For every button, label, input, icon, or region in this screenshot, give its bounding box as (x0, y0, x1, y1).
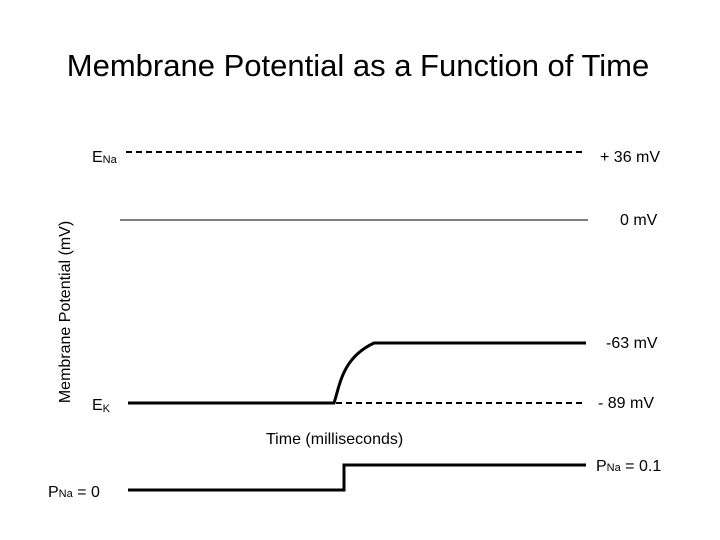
x-axis-label: Time (milliseconds) (266, 431, 403, 448)
ena-label-sub: Na (103, 154, 118, 166)
ena-value-label: + 36 mV (600, 149, 660, 166)
ena-label: ENa (92, 149, 118, 166)
ek-value-label: - 89 mV (598, 395, 654, 412)
ek-label: EK (92, 397, 111, 415)
pna-start-label: PNa = 0 (48, 484, 100, 501)
pna-end-label: PNa = 0.1 (596, 458, 661, 475)
ena-label-main: E (92, 149, 103, 166)
y-axis-label: Membrane Potential (mV) (57, 221, 74, 403)
pna-step-trace (128, 463, 586, 492)
zero-value-label: 0 mV (620, 212, 658, 229)
ek-label-sub: K (103, 403, 111, 415)
resting-potential-label: -63 mV (606, 335, 658, 352)
slide-title: Membrane Potential as a Function of Time (66, 48, 650, 83)
membrane-potential-trace (128, 341, 586, 405)
ek-label-main: E (92, 397, 103, 414)
